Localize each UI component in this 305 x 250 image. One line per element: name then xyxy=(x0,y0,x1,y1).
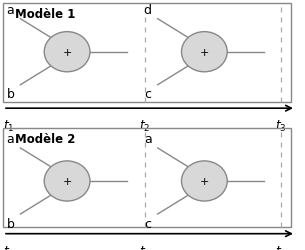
Ellipse shape xyxy=(44,32,90,72)
Text: +: + xyxy=(200,176,209,186)
Text: $t_2$: $t_2$ xyxy=(139,119,151,134)
Ellipse shape xyxy=(44,161,90,201)
Text: +: + xyxy=(63,48,72,58)
Text: Modèle 1: Modèle 1 xyxy=(15,8,76,20)
Text: +: + xyxy=(200,48,209,58)
Text: $t_3$: $t_3$ xyxy=(275,119,286,134)
Text: $t_1$: $t_1$ xyxy=(3,244,15,250)
Ellipse shape xyxy=(181,32,227,72)
Ellipse shape xyxy=(181,161,227,201)
Bar xyxy=(3,129,291,228)
Bar xyxy=(3,4,291,102)
Text: c: c xyxy=(145,217,152,230)
Text: a: a xyxy=(7,4,14,17)
Text: Modèle 2: Modèle 2 xyxy=(15,132,76,145)
Text: a: a xyxy=(7,133,14,146)
Text: a: a xyxy=(144,133,152,146)
Text: $t_2$: $t_2$ xyxy=(139,244,151,250)
Text: d: d xyxy=(144,4,152,17)
Text: $t_1$: $t_1$ xyxy=(3,119,15,134)
Text: c: c xyxy=(145,88,152,101)
Text: +: + xyxy=(63,176,72,186)
Text: $t_3$: $t_3$ xyxy=(275,244,286,250)
Text: b: b xyxy=(6,217,14,230)
Text: b: b xyxy=(6,88,14,101)
